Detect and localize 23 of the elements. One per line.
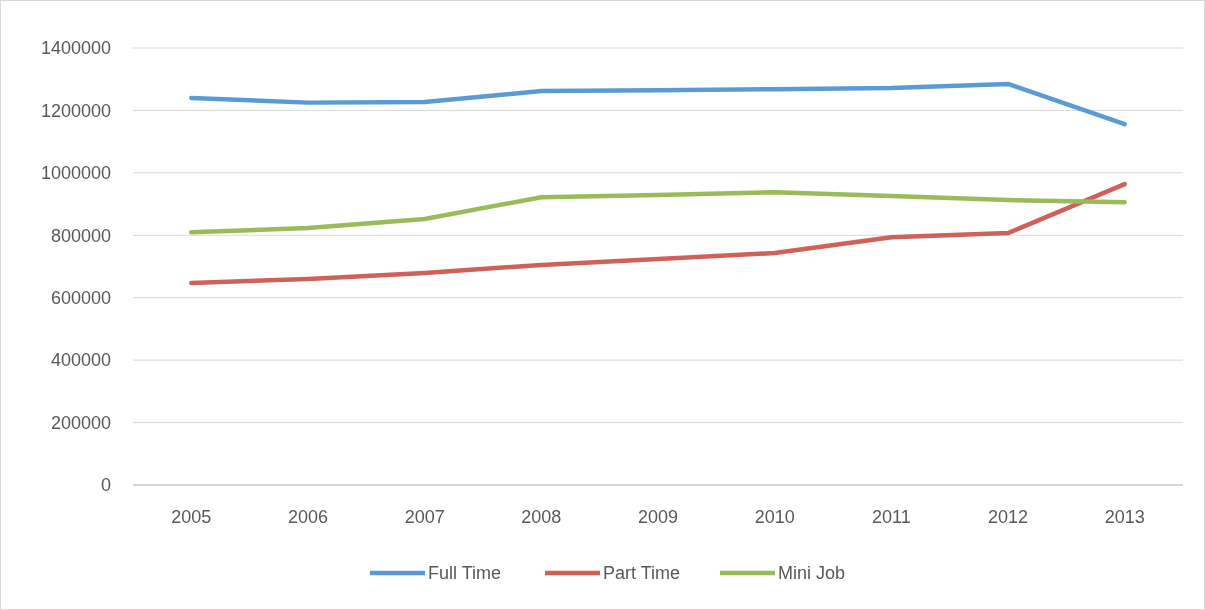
x-tick-label: 2008	[521, 507, 562, 527]
line-series	[189, 189, 1127, 235]
x-tick-label: 2010	[754, 507, 795, 527]
x-tick-label: 2009	[637, 507, 679, 527]
y-tick-label: 1400000	[40, 38, 111, 59]
x-tick-label: 2012	[987, 507, 1029, 527]
y-tick-label: 400000	[50, 350, 111, 371]
x-tick-label: 2011	[871, 507, 911, 527]
legend-label: Mini Job	[778, 563, 846, 584]
y-tick-label: 800000	[50, 225, 111, 246]
y-tick-label: 1000000	[40, 163, 111, 184]
legend-label: Part Time	[603, 563, 681, 584]
x-tick-label: 2013	[1104, 507, 1145, 527]
x-tick-label: 2005	[171, 507, 212, 527]
y-tick-label: 0	[100, 475, 111, 496]
y-tick-label: 1200000	[40, 100, 111, 121]
line-series	[189, 181, 1127, 286]
line-series	[189, 81, 1127, 127]
legend-label: Full Time	[428, 563, 502, 584]
y-tick-label: 600000	[50, 288, 111, 309]
x-tick-label: 2006	[287, 507, 329, 527]
y-tick-label: 200000	[50, 412, 111, 433]
x-tick-label: 2007	[404, 507, 445, 527]
